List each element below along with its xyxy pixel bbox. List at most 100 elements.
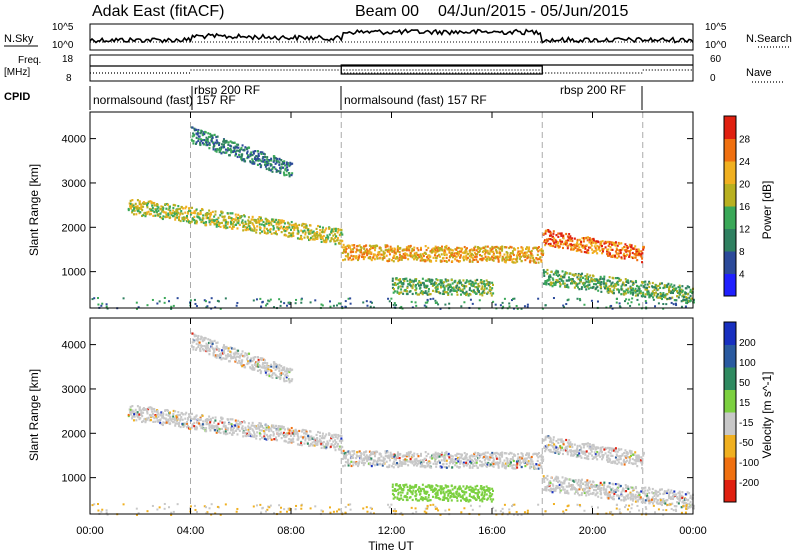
- power-cell: [105, 303, 108, 306]
- power-cell: [215, 150, 218, 153]
- power-cell: [544, 304, 547, 307]
- power-cell: [486, 283, 489, 286]
- power-cell: [328, 226, 331, 230]
- velocity-cell: [193, 421, 196, 425]
- power-cell: [411, 306, 414, 309]
- power-cell: [463, 292, 466, 295]
- power-cell: [404, 288, 407, 292]
- power-cell: [425, 292, 428, 295]
- power-cell: [308, 232, 311, 235]
- velocity-cell: [638, 458, 641, 461]
- power-cell: [576, 248, 579, 251]
- velocity-cell: [514, 467, 517, 470]
- velocity-cell: [467, 458, 470, 462]
- power-cell: [105, 305, 108, 308]
- power-cell: [539, 256, 542, 259]
- velocity-cell: [438, 455, 441, 458]
- velocity-cell: [616, 462, 619, 465]
- velocity-cell: [212, 352, 215, 355]
- power-cell: [571, 278, 574, 281]
- power-cell: [256, 155, 259, 158]
- power-cell: [402, 256, 405, 259]
- velocity-cell: [199, 418, 202, 422]
- velocity-cell: [592, 443, 595, 447]
- velocity-cell: [578, 452, 581, 455]
- velocity-cell: [459, 456, 462, 459]
- velocity-cell: [436, 454, 439, 457]
- power-cell: [238, 223, 241, 226]
- velocity-cell: [444, 451, 447, 455]
- power-cell: [472, 284, 475, 287]
- power-cell: [232, 141, 235, 144]
- power-cell: [236, 155, 239, 159]
- velocity-cell: [424, 458, 427, 461]
- velocity-cell: [292, 429, 295, 432]
- power-cell: [582, 244, 585, 247]
- power-cell: [451, 256, 454, 259]
- velocity-cell: [211, 346, 214, 349]
- power-cell: [578, 249, 581, 252]
- power-cell: [391, 259, 394, 262]
- velocity-cell: [370, 451, 373, 454]
- velocity-cell: [515, 460, 518, 463]
- velocity-cell: [230, 423, 233, 426]
- power-cell: [415, 278, 418, 281]
- velocity-cell: [439, 453, 442, 456]
- power-cell: [577, 272, 580, 276]
- power-cell: [574, 246, 577, 250]
- freq-right-tick-bottom: 0: [710, 73, 716, 84]
- power-cell: [540, 249, 543, 253]
- power-cell: [285, 304, 288, 307]
- velocity-cell: [286, 427, 289, 430]
- power-cell: [587, 251, 590, 255]
- power-cell: [678, 284, 681, 287]
- power-cell: [543, 272, 546, 275]
- power-cell: [633, 289, 636, 292]
- power-cell: [184, 207, 187, 210]
- power-cell: [403, 279, 406, 283]
- power-cell: [334, 229, 337, 233]
- power-cell: [201, 217, 204, 220]
- power-cell: [248, 146, 251, 149]
- power-cell: [374, 246, 377, 249]
- power-cell: [398, 253, 401, 256]
- velocity-cell: [136, 414, 139, 417]
- power-cell: [267, 220, 270, 223]
- power-cell: [342, 248, 345, 252]
- power-cell: [482, 257, 485, 260]
- power-cell: [147, 210, 150, 213]
- power-cell: [399, 278, 402, 281]
- power-cell: [131, 209, 134, 212]
- power-cell: [396, 249, 399, 253]
- velocity-cell: [350, 456, 353, 460]
- power-cell: [415, 287, 418, 290]
- power-cell: [481, 281, 484, 284]
- power-cell: [311, 231, 314, 234]
- power-cell: [592, 241, 595, 244]
- power-cell: [601, 252, 604, 255]
- velocity-cell: [596, 458, 599, 461]
- power-cell: [299, 237, 302, 240]
- power-cell: [199, 138, 202, 141]
- power-cell: [260, 160, 263, 163]
- velocity-cell: [296, 432, 299, 436]
- power-cell: [583, 285, 586, 289]
- power-cell: [148, 213, 151, 216]
- velocity-cell: [339, 448, 342, 451]
- velocity-cell: [266, 424, 269, 428]
- power-cell: [347, 253, 350, 256]
- power-cell: [497, 259, 500, 262]
- velocity-cell: [501, 455, 504, 458]
- velocity-cell: [355, 457, 358, 460]
- velocity-cell: [491, 464, 494, 467]
- power-cell: [325, 236, 328, 239]
- velocity-cell: [462, 465, 465, 468]
- power-cell: [523, 251, 526, 255]
- power-cell: [594, 242, 597, 245]
- power-cell: [585, 251, 588, 254]
- power-cell: [163, 211, 166, 214]
- velocity-cell: [180, 416, 183, 419]
- velocity-cell: [569, 450, 572, 454]
- power-cell: [203, 133, 206, 136]
- power-cell: [386, 250, 389, 253]
